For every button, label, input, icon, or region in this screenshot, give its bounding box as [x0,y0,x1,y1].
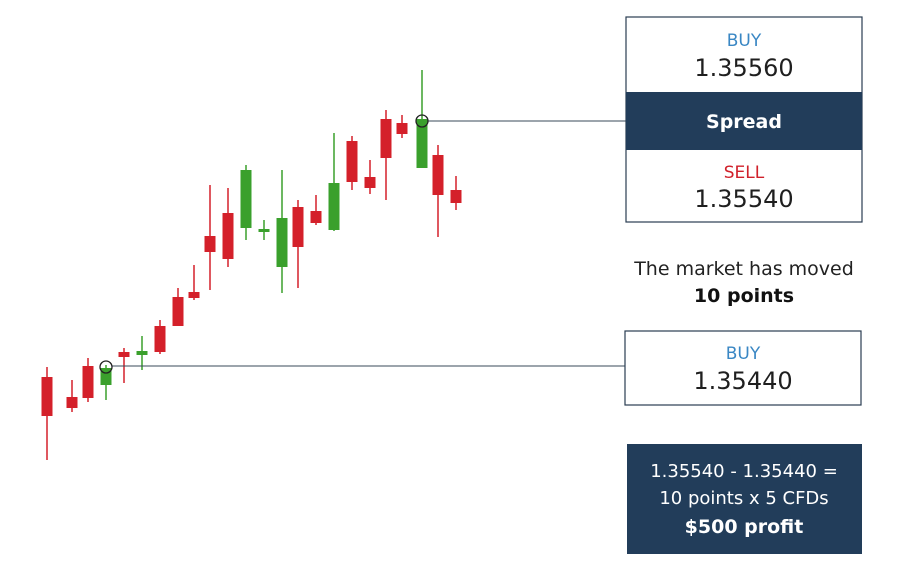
candle-body [41,377,53,416]
entry-point [99,360,113,374]
candlestick-chart [41,70,462,460]
candle-body [258,229,270,232]
candle-body [172,297,184,326]
calculation-line: 1.35540 - 1.35440 = [650,461,838,482]
candle-body [136,351,148,355]
calculation-box: 1.35540 - 1.35440 = 10 points x 5 CFDs $… [627,444,862,554]
message-line: The market has moved [633,258,854,280]
sell-price: 1.35540 [694,185,793,213]
buy-price: 1.35560 [694,54,793,82]
candle-body [188,292,200,298]
candle-body [100,368,112,385]
candle-body [364,177,376,188]
quote-box: BUY 1.35560 Spread SELL 1.35540 [625,16,863,223]
candle-body [240,170,252,228]
calculation-line: 10 points x 5 CFDs [659,488,828,509]
spread-band [626,92,862,150]
message-emphasis: 10 points [694,285,794,307]
calculation-frame [627,444,862,554]
candle-body [432,155,444,195]
buy-price: 1.35440 [693,367,792,395]
candle-body [276,218,288,267]
candle-body [346,141,358,182]
buy-label: BUY [726,344,761,364]
candle-body [310,211,322,223]
candle-body [154,326,166,352]
buy-label: BUY [727,31,762,51]
candle-body [222,213,234,259]
entry-box: BUY 1.35440 [624,330,862,406]
candle-body [118,352,130,357]
candle-body [82,366,94,398]
spread-label: Spread [706,111,782,133]
candle-body [416,119,428,168]
candle-body [292,207,304,247]
candle-body [328,183,340,230]
candle-body [204,236,216,252]
candle-body [66,397,78,408]
candle-body [380,119,392,158]
candle-body [396,123,408,134]
sell-label: SELL [724,163,765,183]
candle-body [450,190,462,203]
entry-frame [624,330,862,406]
calculation-result: $500 profit [685,516,804,538]
exit-point [415,114,429,128]
